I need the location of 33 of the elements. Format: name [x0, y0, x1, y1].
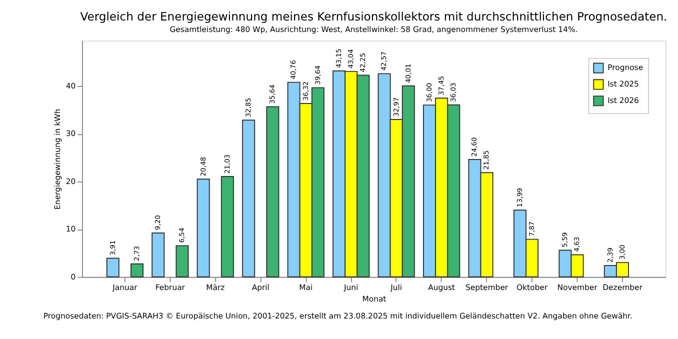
- bar: [196, 178, 210, 278]
- x-tick-label: September: [466, 282, 509, 292]
- bar: [266, 106, 280, 278]
- bar: [176, 245, 189, 278]
- x-tick-label: März: [206, 282, 225, 292]
- bar: [106, 258, 120, 278]
- x-tick-label: Januar: [112, 282, 138, 292]
- x-tick-label: Oktober: [516, 282, 548, 292]
- chart-subtitle: Gesamtleistung: 480 Wp, Ausrichtung: West, Anstellwinkel: 58 Grad, angenommener Systemverlust 14%.: [170, 24, 578, 34]
- bar: [242, 120, 256, 278]
- text: Prognosedaten: PVGIS-SARAH3 © Europäische Union, 2001-2025, erstellt am 23.08.2025 mit individuellem Geländeschatten V2. Angaben ohne Gewähr.: [43, 311, 632, 320]
- legend-label: Prognose: [608, 63, 644, 72]
- x-tick-label: Mai: [299, 282, 313, 292]
- bar: [130, 263, 144, 278]
- y-tick-label: 40: [66, 81, 76, 90]
- legend-label: Ist 2025: [608, 79, 640, 88]
- x-tick-label: Dezember: [602, 282, 644, 292]
- legend-label: Ist 2026: [608, 96, 640, 105]
- x-tick-label: August: [428, 282, 456, 292]
- bar: [152, 232, 165, 278]
- x-tick-label: April: [252, 282, 270, 292]
- x-tick-label: Februar: [155, 282, 186, 292]
- x-tick-label: Juni: [343, 282, 358, 292]
- x-tick-label: Juli: [390, 282, 402, 292]
- bar: [220, 176, 234, 278]
- y-axis-title: Energiegewinnung in kWh: [53, 108, 62, 210]
- y-tick-label: 30: [66, 129, 76, 138]
- chart-title: Vergleich der Energiegewinnung meines Kernfusionskollektors mit durchschnittlichen Prognosedaten.: [80, 9, 668, 24]
- y-tick-label: 20: [66, 176, 76, 186]
- y-tick-label: 0: [70, 272, 76, 282]
- x-tick-label: November: [557, 282, 598, 292]
- y-tick-label: 10: [66, 224, 76, 234]
- x-axis-title: Monat: [362, 294, 386, 304]
